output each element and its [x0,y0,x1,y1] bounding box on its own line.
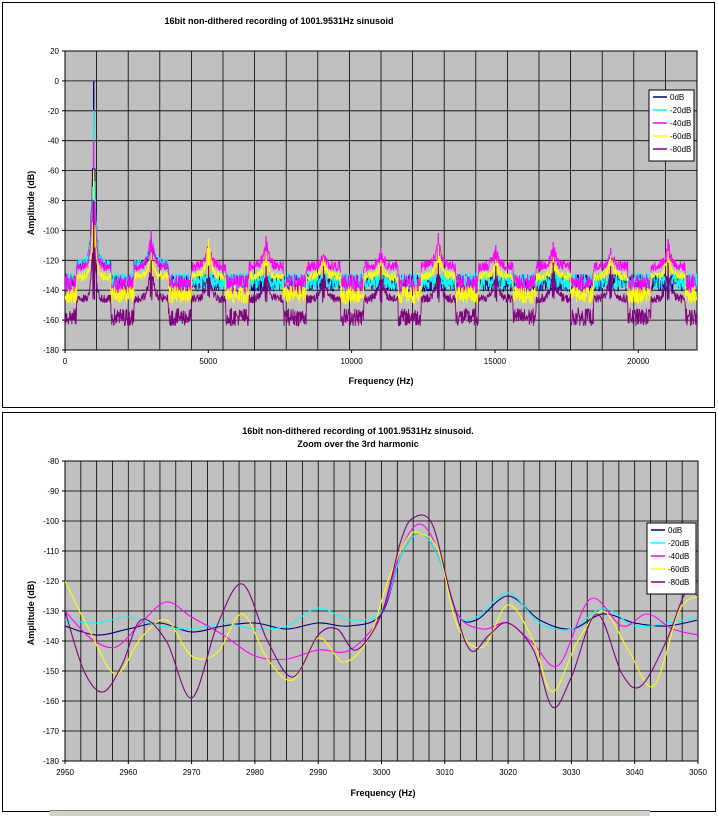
x-tick-label: 3010 [436,768,454,777]
y-tick-label: -80 [47,457,59,466]
series-line--60dB [65,170,697,305]
y-tick-label: -90 [47,487,59,496]
series-group [65,80,697,328]
y-axis-label: Amplitude (dB) [26,171,36,236]
x-tick-label: 20000 [627,357,650,366]
x-tick-label: 2960 [119,768,137,777]
y-tick-label: 0 [55,77,60,86]
x-tick-label: 3030 [563,768,581,777]
y-tick-label: -80 [47,197,59,206]
y-tick-label: -120 [43,577,60,586]
y-axis-label: Amplitude (dB) [26,581,36,646]
y-tick-label: -100 [43,517,60,526]
series-group [65,514,697,709]
y-tick-label: -170 [43,727,60,736]
y-tick-label: -60 [47,167,59,176]
plot-area: -80 -90 -100 -110 -120 -130 -140 -150 -160 -170 -1… [43,457,707,777]
legend-label: -20dB [670,106,691,115]
y-tick-label: -20 [47,107,59,116]
chart-subtitle: Zoom over the 3rd harmonic [297,439,419,449]
y-tick-label: -160 [43,316,60,325]
y-tick-label: -180 [43,346,60,355]
x-tick-label: 3050 [689,768,707,777]
chart-title: 16bit non-dithered recording of 1001.953… [164,16,393,26]
legend-label: -40dB [668,552,689,561]
chart-title: 16bit non-dithered recording of 1001.953… [242,426,474,436]
x-tick-label: 15000 [484,357,507,366]
y-tick-label: -120 [43,256,60,265]
y-tick-label: -140 [43,286,60,295]
legend: 0dB -20dB -40dB -60dB -80dB [648,89,695,162]
y-tick-label: -40 [47,137,59,146]
x-tick-label: 2970 [183,768,201,777]
series-line--80dB [65,514,697,709]
y-tick-label: -180 [43,757,60,766]
x-tick-label: 5000 [199,357,217,366]
y-tick-label: -150 [43,667,60,676]
x-tick-label: 0 [63,357,68,366]
chart-panel-zoom: 16bit non-dithered recording of 1001.953… [2,412,716,812]
legend-label: -40dB [670,119,691,128]
legend: 0dB -20dB -40dB -60dB -80dB [646,522,697,595]
x-tick-label: 3040 [626,768,644,777]
x-tick-label: 3000 [373,768,391,777]
y-tick-label: -130 [43,607,60,616]
full-spectrum-chart: 16bit non-dithered recording of 1001.953… [26,16,698,386]
scroll-strip [50,810,650,816]
legend-label: -60dB [670,132,691,141]
legend-label: -80dB [670,145,691,154]
x-axis-label: Frequency (Hz) [350,788,415,798]
x-tick-label: 2980 [246,768,264,777]
y-tick-label: -140 [43,637,60,646]
legend-label: -80dB [668,578,689,587]
y-tick-label: 20 [50,47,59,56]
x-axis-label: Frequency (Hz) [348,376,413,386]
x-tick-label: 10000 [340,357,363,366]
y-tick-label: -160 [43,697,60,706]
legend-label: 0dB [668,526,682,535]
x-tick-label: 2950 [56,768,74,777]
chart-panel-full-spectrum: 16bit non-dithered recording of 1001.953… [2,2,715,408]
zoom-chart: 16bit non-dithered recording of 1001.953… [26,426,707,798]
x-tick-label: 2990 [309,768,327,777]
legend-label: -20dB [668,539,689,548]
series-line--20dB [65,532,697,631]
series-line--80dB [65,200,697,328]
x-tick-label: 3020 [499,768,517,777]
legend-label: -60dB [668,565,689,574]
y-tick-label: -100 [43,226,60,235]
legend-label: 0dB [670,93,684,102]
y-tick-label: -110 [44,547,60,556]
